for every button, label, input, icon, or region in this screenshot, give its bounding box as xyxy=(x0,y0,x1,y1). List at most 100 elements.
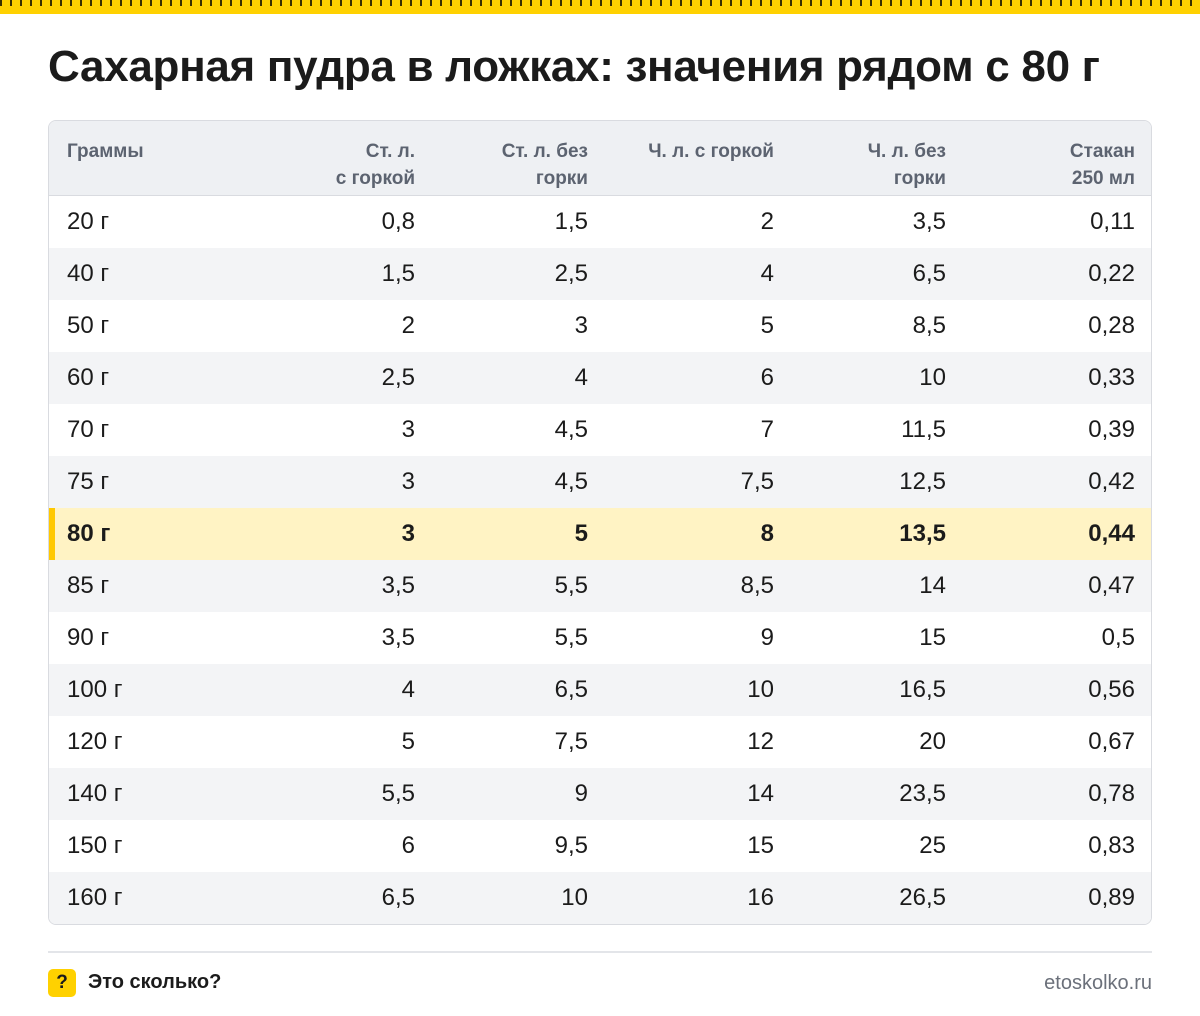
column-header-line: 250 мл xyxy=(1071,168,1135,189)
value-cell: 4 xyxy=(401,676,415,703)
value-cell: 12 xyxy=(747,728,774,755)
value-cell: 3 xyxy=(401,416,415,443)
value-cell: 13,5 xyxy=(899,520,946,547)
value-cell: 5 xyxy=(401,728,415,755)
value-cell: 1,5 xyxy=(554,208,588,235)
footer-divider xyxy=(48,951,1152,953)
table-row: 140 г 5,5 9 14 23,5 0,78 xyxy=(49,768,1151,820)
column-header: Стакан 250 мл xyxy=(946,121,1135,195)
table-row: 120 г 5 7,5 12 20 0,67 xyxy=(49,716,1151,768)
table-row: 90 г 3,5 5,5 9 15 0,5 xyxy=(49,612,1151,664)
value-cell: 0,67 xyxy=(1088,728,1135,755)
grams-cell: 75 г xyxy=(67,468,110,495)
value-cell: 5,5 xyxy=(554,572,588,599)
grams-cell: 70 г xyxy=(67,416,110,443)
value-cell: 4,5 xyxy=(554,416,588,443)
value-cell: 12,5 xyxy=(899,468,946,495)
value-cell: 0,56 xyxy=(1088,676,1135,703)
value-cell: 26,5 xyxy=(899,884,946,911)
value-cell: 14 xyxy=(747,780,774,807)
value-cell: 3,5 xyxy=(381,624,415,651)
value-cell: 8 xyxy=(760,520,774,547)
value-cell: 11,5 xyxy=(901,416,946,443)
column-header: Ст. л. с горкой xyxy=(279,121,415,195)
value-cell: 7,5 xyxy=(740,468,774,495)
column-header-line: Ст. л. xyxy=(365,141,415,162)
table-row: 160 г 6,5 10 16 26,5 0,89 xyxy=(49,872,1151,924)
conversion-table: Граммы Ст. л. с горкой Ст. л. без горки Ч. л.… xyxy=(48,120,1152,925)
column-header-line: Граммы xyxy=(67,141,144,162)
table-row: 60 г 2,5 4 6 10 0,33 xyxy=(49,352,1151,404)
brand-name: Это сколько? xyxy=(88,971,222,993)
value-cell: 0,39 xyxy=(1088,416,1135,443)
value-cell: 10 xyxy=(919,364,946,391)
value-cell: 2,5 xyxy=(381,364,415,391)
value-cell: 0,5 xyxy=(1101,624,1135,651)
column-header: Ст. л. без горки xyxy=(415,121,588,195)
table-row: 100 г 4 6,5 10 16,5 0,56 xyxy=(49,664,1151,716)
grams-cell: 90 г xyxy=(67,624,110,651)
value-cell: 3 xyxy=(401,520,415,547)
value-cell: 0,47 xyxy=(1088,572,1135,599)
value-cell: 0,22 xyxy=(1088,260,1135,287)
table-row: 85 г 3,5 5,5 8,5 14 0,47 xyxy=(49,560,1151,612)
grams-cell: 40 г xyxy=(67,260,110,287)
value-cell: 3,5 xyxy=(912,208,946,235)
grams-cell: 50 г xyxy=(67,312,110,339)
value-cell: 5 xyxy=(760,312,774,339)
grams-cell: 120 г xyxy=(67,728,123,755)
value-cell: 7 xyxy=(760,416,774,443)
value-cell: 0,83 xyxy=(1088,832,1135,859)
value-cell: 4 xyxy=(574,364,588,391)
value-cell: 0,8 xyxy=(381,208,415,235)
value-cell: 6,5 xyxy=(554,676,588,703)
value-cell: 0,28 xyxy=(1088,312,1135,339)
table-row: 50 г 2 3 5 8,5 0,28 xyxy=(49,300,1151,352)
column-header-line: с горкой xyxy=(335,168,415,189)
value-cell: 6,5 xyxy=(912,260,946,287)
question-icon: ? xyxy=(48,969,76,997)
table-header: Граммы Ст. л. с горкой Ст. л. без горки Ч. л.… xyxy=(49,121,1151,196)
value-cell: 6,5 xyxy=(381,884,415,911)
value-cell: 2 xyxy=(401,312,415,339)
value-cell: 0,33 xyxy=(1088,364,1135,391)
grams-cell: 85 г xyxy=(67,572,110,599)
value-cell: 5,5 xyxy=(381,780,415,807)
site-link[interactable]: etoskolko.ru xyxy=(1044,972,1152,994)
value-cell: 2 xyxy=(760,208,774,235)
grams-cell: 20 г xyxy=(67,208,110,235)
value-cell: 3 xyxy=(401,468,415,495)
grams-cell: 60 г xyxy=(67,364,110,391)
value-cell: 10 xyxy=(747,676,774,703)
value-cell: 0,89 xyxy=(1088,884,1135,911)
value-cell: 20 xyxy=(919,728,946,755)
value-cell: 8,5 xyxy=(912,312,946,339)
value-cell: 4 xyxy=(760,260,774,287)
value-cell: 14 xyxy=(919,572,946,599)
grams-cell: 150 г xyxy=(67,832,123,859)
grams-cell: 160 г xyxy=(67,884,123,911)
value-cell: 16 xyxy=(747,884,774,911)
value-cell: 3 xyxy=(574,312,588,339)
value-cell: 5 xyxy=(574,520,588,547)
grams-cell: 140 г xyxy=(67,780,123,807)
table-row-highlighted: 80 г 3 5 8 13,5 0,44 xyxy=(49,508,1151,560)
value-cell: 5,5 xyxy=(554,624,588,651)
column-header-line: горки xyxy=(893,168,946,189)
column-header: Ч. л. без горки xyxy=(774,121,946,195)
column-header-line: Ст. л. без xyxy=(501,141,588,162)
value-cell: 25 xyxy=(919,832,946,859)
value-cell: 0,42 xyxy=(1088,468,1135,495)
value-cell: 4,5 xyxy=(554,468,588,495)
value-cell: 9 xyxy=(760,624,774,651)
value-cell: 10 xyxy=(561,884,588,911)
column-header-line: Стакан xyxy=(1069,141,1135,162)
value-cell: 6 xyxy=(760,364,774,391)
table-row: 70 г 3 4,5 7 11,5 0,39 xyxy=(49,404,1151,456)
table-body: 20 г 0,8 1,5 2 3,5 0,11 40 г 1,5 2,5 4 6,5 0,22 50 г… xyxy=(49,196,1151,924)
table-row: 150 г 6 9,5 15 25 0,83 xyxy=(49,820,1151,872)
value-cell: 23,5 xyxy=(899,780,946,807)
value-cell: 0,11 xyxy=(1090,208,1135,235)
value-cell: 3,5 xyxy=(381,572,415,599)
column-header-line: горки xyxy=(535,168,588,189)
